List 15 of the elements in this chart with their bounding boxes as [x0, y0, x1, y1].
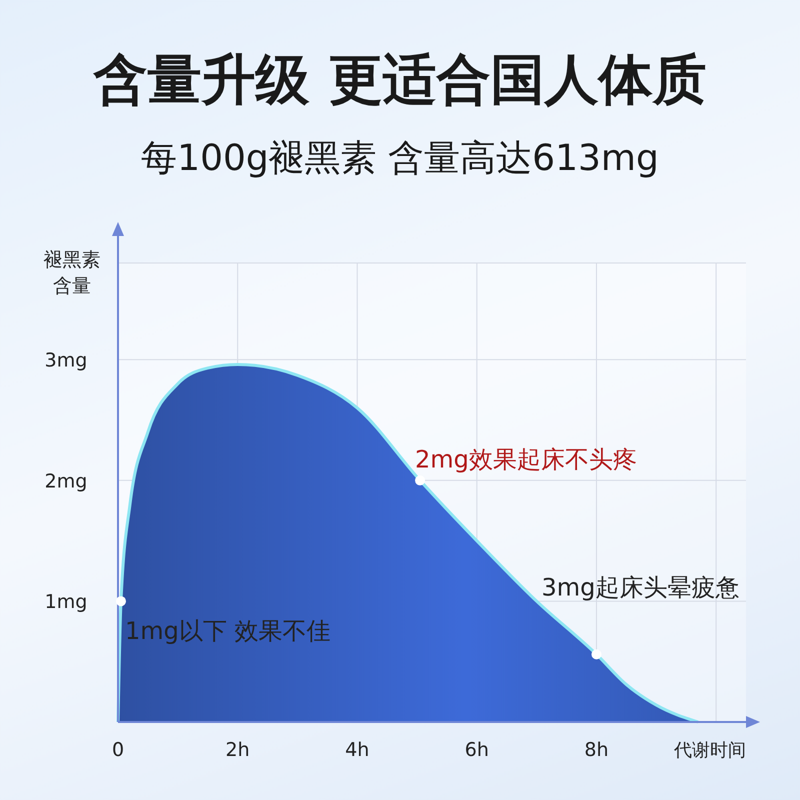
chart-subtitle: 每100g褪黑素 含量高达613mg: [141, 138, 659, 179]
y-tick-label: 3mg: [44, 350, 88, 372]
y-tick-label: 2mg: [44, 470, 88, 492]
x-tick-label: 0: [112, 739, 124, 761]
x-axis-title: 代谢时间: [673, 740, 746, 761]
x-tick-label: 8h: [584, 739, 609, 761]
y-tick-label: 1mg: [44, 591, 88, 614]
annotation: 1mg以下 效果不佳: [124, 617, 331, 646]
y-axis-title: 褪黑素含量: [44, 249, 100, 297]
chart-title: 含量升级 更适合国人体质: [92, 48, 706, 111]
x-tick-label: 4h: [345, 739, 370, 761]
annotation: 2mg效果起床不头疼: [415, 445, 637, 474]
x-tick-label: 6h: [464, 739, 489, 761]
x-tick-label: 2h: [226, 739, 250, 761]
annotation: 3mg起床头晕疲惫: [541, 573, 740, 602]
